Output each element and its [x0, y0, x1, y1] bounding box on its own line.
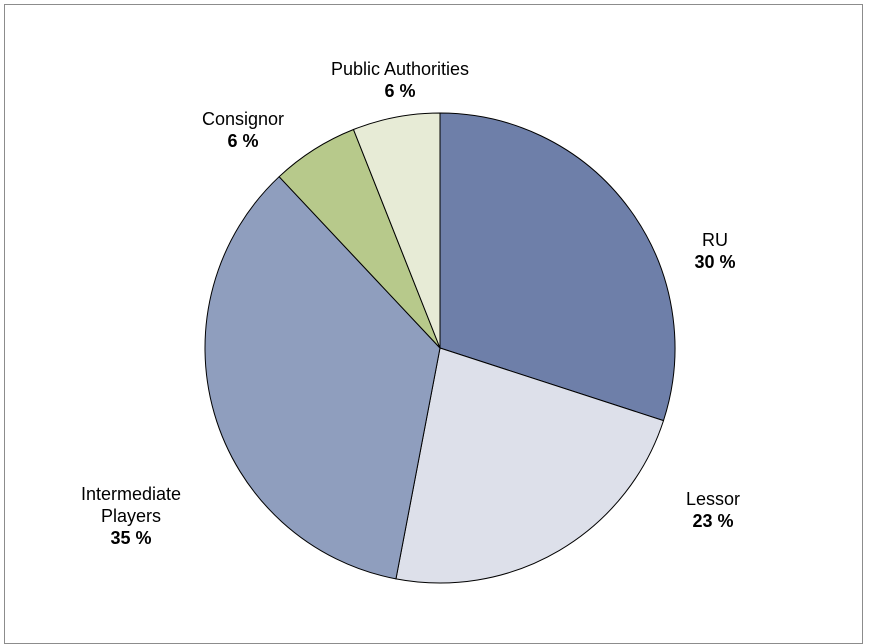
pie-slice-public-authorities: [352, 112, 441, 349]
slice-percent-label: 6 %: [227, 131, 258, 151]
slice-percent-label: 6 %: [384, 81, 415, 101]
pie-slice-intermediate-players: [204, 175, 441, 580]
slice-label: Players: [101, 506, 161, 526]
slice-label: Public Authorities: [331, 59, 469, 79]
slice-percent-label: 35 %: [110, 528, 151, 548]
pie-slices: [204, 112, 676, 584]
slice-label: Intermediate: [81, 484, 181, 504]
slice-label: RU: [702, 230, 728, 250]
slice-percent-label: 23 %: [692, 511, 733, 531]
pie-slice-ru: [439, 112, 676, 422]
slice-percent-label: 30 %: [694, 252, 735, 272]
slice-label: Lessor: [686, 489, 740, 509]
pie-slice-lessor: [395, 347, 665, 584]
slice-label: Consignor: [202, 109, 284, 129]
